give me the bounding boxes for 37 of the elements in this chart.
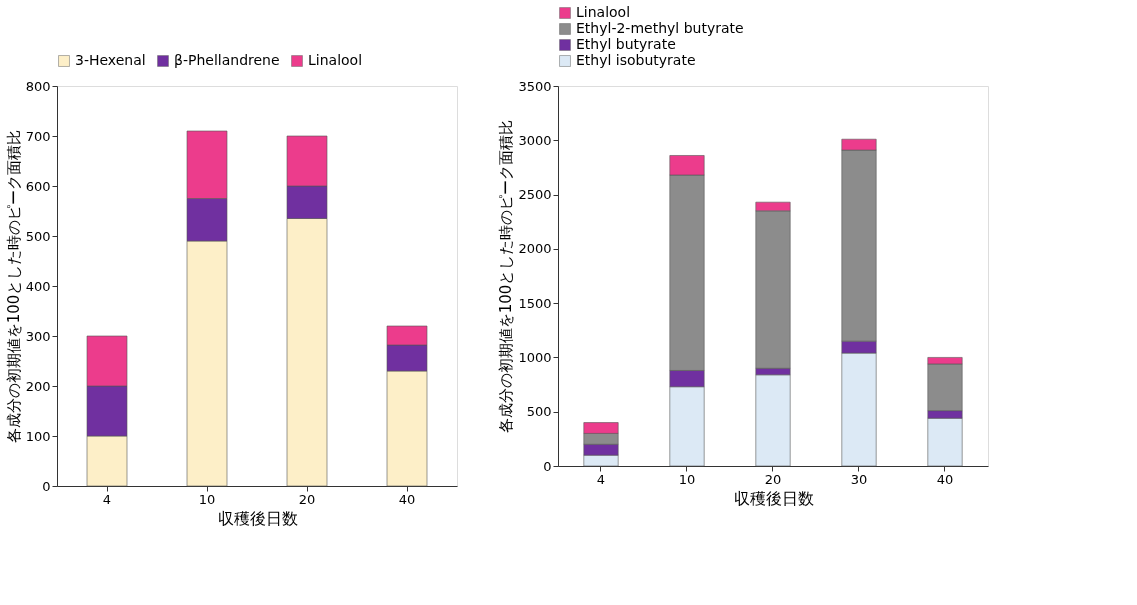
x-tick-label: 4: [102, 491, 112, 507]
x-tick-label: 20: [298, 491, 316, 507]
legend-label: Linalool: [308, 52, 363, 68]
legend-label: Linalool: [576, 4, 631, 20]
y-tick-label: 700: [25, 128, 51, 144]
y-tick-label: 2000: [518, 241, 552, 257]
x-tick-label: 40: [936, 471, 954, 487]
y-tick-label: 500: [526, 404, 552, 420]
y-tick-label: 400: [25, 278, 51, 294]
x-axis-title: 収穫後日数: [217, 508, 298, 528]
x-tick-label: 4: [596, 471, 606, 487]
legend-label: 3-Hexenal: [75, 52, 146, 68]
y-tick-label: 600: [25, 178, 51, 194]
y-tick-label: 0: [543, 458, 552, 474]
y-tick-label: 3000: [518, 132, 552, 148]
y-tick-label: 2500: [518, 187, 552, 203]
x-tick-label: 20: [764, 471, 782, 487]
legend-label: Ethyl isobutyrate: [576, 52, 696, 68]
x-axis-title: 収穫後日数: [733, 488, 814, 508]
y-tick-label: 3500: [518, 78, 552, 94]
y-tick-label: 1500: [518, 295, 552, 311]
y-tick-label: 0: [42, 478, 51, 494]
y-tick-label: 100: [25, 428, 51, 444]
x-tick-label: 10: [678, 471, 696, 487]
y-tick-label: 500: [25, 228, 51, 244]
x-tick-label: 30: [850, 471, 868, 487]
y-tick-label: 200: [25, 378, 51, 394]
x-tick-label: 40: [398, 491, 416, 507]
legend-label: Ethyl-2-methyl butyrate: [576, 20, 744, 36]
y-tick-label: 800: [25, 78, 51, 94]
y-tick-label: 300: [25, 328, 51, 344]
y-axis-title: 各成分の初期値を100とした時のピーク面積比: [497, 119, 516, 434]
legend-label: β-Phellandrene: [174, 52, 280, 68]
legend-label: Ethyl butyrate: [576, 36, 676, 52]
y-axis-title: 各成分の初期値を100とした時のピーク面積比: [4, 129, 23, 444]
x-tick-label: 10: [198, 491, 216, 507]
y-tick-label: 1000: [518, 349, 552, 365]
